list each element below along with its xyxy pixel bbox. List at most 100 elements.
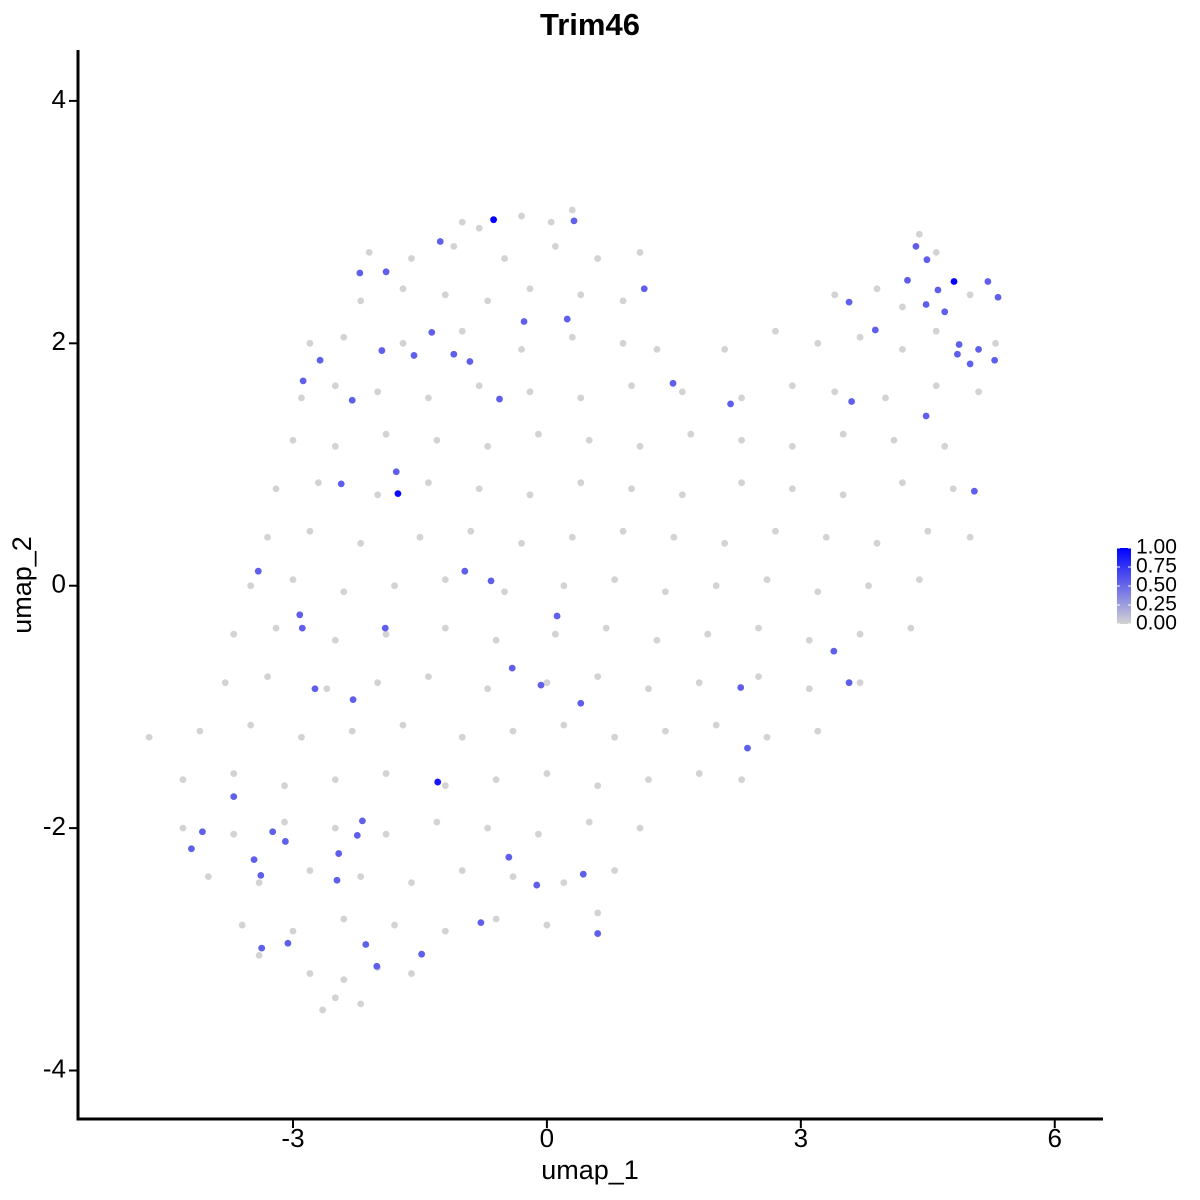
point bbox=[653, 345, 661, 353]
point bbox=[814, 588, 822, 596]
point bbox=[238, 921, 246, 929]
point bbox=[340, 333, 348, 341]
point bbox=[501, 255, 508, 262]
point bbox=[487, 577, 495, 585]
point bbox=[484, 824, 492, 832]
point bbox=[563, 315, 571, 323]
point bbox=[179, 824, 187, 832]
point bbox=[340, 976, 348, 984]
point bbox=[788, 382, 796, 390]
point bbox=[856, 333, 864, 341]
point bbox=[611, 576, 619, 584]
x-tick-label: -3 bbox=[281, 1123, 304, 1153]
point bbox=[526, 388, 534, 396]
point bbox=[496, 395, 503, 403]
point bbox=[695, 770, 703, 777]
point bbox=[250, 856, 258, 864]
point bbox=[966, 360, 974, 368]
point bbox=[727, 400, 734, 408]
point bbox=[188, 845, 195, 853]
point bbox=[934, 286, 942, 294]
point bbox=[255, 879, 263, 887]
point bbox=[526, 491, 534, 499]
point bbox=[331, 824, 339, 832]
legend-label: 0.50 bbox=[1136, 574, 1177, 597]
point bbox=[441, 927, 449, 935]
point bbox=[381, 624, 389, 632]
point bbox=[805, 636, 813, 644]
point bbox=[526, 285, 534, 293]
x-tick-label: 0 bbox=[540, 1123, 554, 1153]
point bbox=[619, 527, 627, 535]
point bbox=[594, 909, 602, 917]
point bbox=[611, 733, 619, 741]
point bbox=[970, 487, 978, 495]
point bbox=[865, 582, 872, 590]
point bbox=[484, 297, 492, 305]
point bbox=[932, 249, 940, 256]
point bbox=[594, 673, 602, 681]
point bbox=[763, 576, 771, 584]
point bbox=[577, 479, 585, 487]
point bbox=[678, 491, 686, 499]
point bbox=[374, 491, 382, 499]
point bbox=[611, 867, 619, 874]
point bbox=[922, 301, 930, 308]
point bbox=[475, 224, 483, 232]
point bbox=[357, 297, 365, 305]
point bbox=[814, 727, 822, 735]
point bbox=[281, 782, 288, 790]
point bbox=[924, 527, 932, 535]
point bbox=[640, 285, 648, 293]
point bbox=[373, 962, 381, 970]
point bbox=[492, 776, 500, 784]
point bbox=[585, 436, 593, 444]
x-axis-label: umap_1 bbox=[541, 1155, 639, 1185]
point bbox=[932, 382, 940, 390]
point bbox=[362, 941, 370, 948]
y-tick-label: -2 bbox=[43, 811, 66, 841]
point bbox=[374, 388, 382, 396]
point bbox=[337, 480, 345, 488]
point bbox=[433, 436, 441, 444]
point bbox=[450, 350, 458, 358]
point bbox=[805, 685, 813, 693]
point bbox=[721, 345, 729, 353]
point bbox=[873, 539, 881, 547]
point bbox=[408, 255, 415, 262]
point bbox=[378, 347, 386, 354]
point bbox=[839, 491, 847, 499]
point bbox=[992, 339, 999, 347]
point bbox=[899, 303, 906, 311]
point bbox=[357, 1000, 365, 1008]
point bbox=[306, 527, 314, 535]
point bbox=[484, 442, 492, 450]
point bbox=[966, 291, 974, 299]
chart-title: Trim46 bbox=[540, 7, 640, 42]
point bbox=[579, 870, 587, 878]
point bbox=[365, 249, 373, 256]
point bbox=[425, 673, 432, 681]
point bbox=[594, 255, 602, 262]
point bbox=[461, 567, 469, 575]
point bbox=[296, 611, 304, 619]
point bbox=[425, 479, 432, 487]
point bbox=[543, 921, 551, 929]
point bbox=[145, 733, 153, 741]
point bbox=[537, 681, 545, 689]
point bbox=[695, 679, 703, 687]
point bbox=[628, 485, 635, 493]
y-tick-label: 0 bbox=[52, 569, 66, 599]
point bbox=[619, 297, 627, 305]
point bbox=[904, 276, 911, 284]
point bbox=[272, 624, 280, 632]
point bbox=[738, 776, 745, 784]
point bbox=[179, 776, 187, 784]
point bbox=[922, 412, 930, 420]
point bbox=[394, 490, 402, 497]
point bbox=[670, 533, 678, 541]
point bbox=[505, 853, 513, 861]
point bbox=[501, 588, 508, 596]
point bbox=[356, 269, 364, 277]
point bbox=[899, 345, 906, 353]
